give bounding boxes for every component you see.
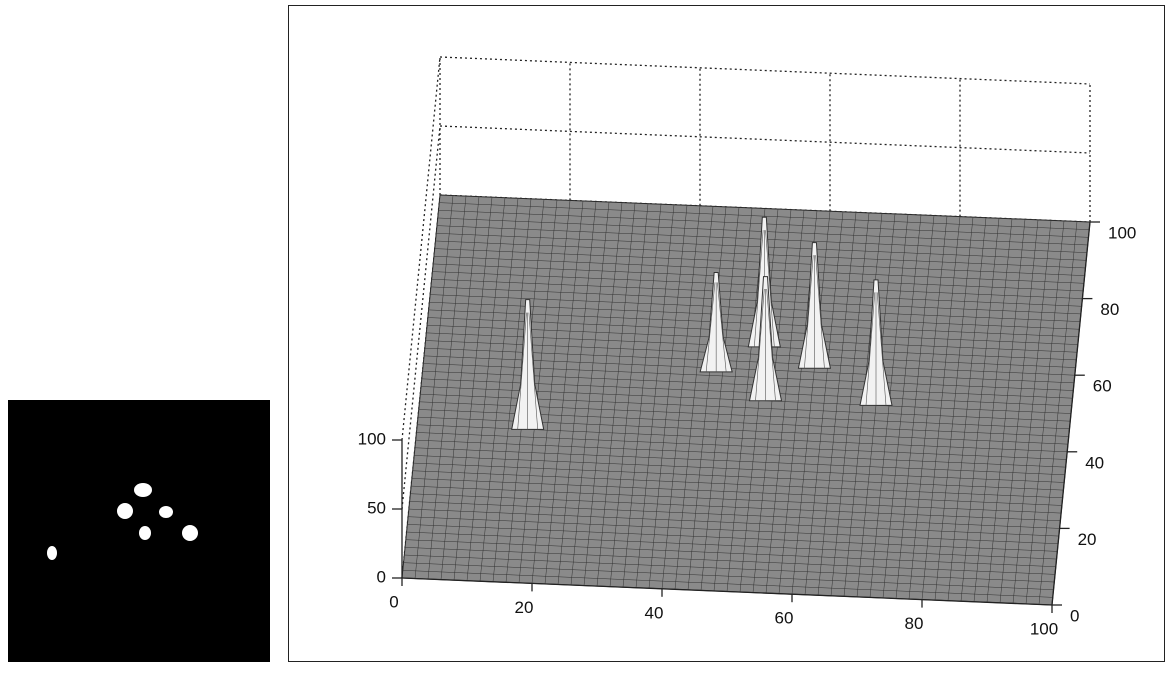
- y-tick-label: 0: [1070, 606, 1079, 625]
- mesh-line: [425, 340, 1076, 368]
- mesh-line: [999, 219, 1039, 603]
- mesh-line: [433, 263, 1084, 292]
- mesh-line: [882, 214, 922, 599]
- mesh-line: [431, 279, 1082, 307]
- mesh-line: [869, 214, 909, 598]
- mesh-line: [973, 218, 1013, 602]
- side-grid-line: [401, 125, 441, 510]
- blob: [134, 483, 152, 497]
- mesh-line: [430, 294, 1081, 322]
- blob: [47, 546, 57, 560]
- peak-contour: [815, 255, 825, 369]
- peak-contour: [717, 282, 727, 372]
- back-grid-line: [439, 125, 1091, 154]
- y-tick-label: 60: [1093, 377, 1112, 396]
- x-tick-label: 40: [645, 603, 664, 622]
- z-tick-label: 100: [358, 429, 386, 448]
- mesh-line: [439, 202, 1090, 230]
- mesh-line: [804, 211, 844, 595]
- mesh-line: [947, 217, 987, 601]
- peak-contour: [765, 230, 775, 347]
- x-axis: [401, 577, 1053, 606]
- mesh-line: [430, 286, 1081, 315]
- peak-contour: [755, 289, 765, 401]
- back-grid-line: [439, 56, 1091, 85]
- x-tick-label: 80: [905, 614, 924, 633]
- y-tick-label: 40: [1085, 453, 1104, 472]
- blob: [117, 503, 133, 519]
- x-tick-label: 100: [1030, 619, 1058, 638]
- surface-plot: 0 20 40 60 80 100 0 20 40 60 80 100 0 50 100: [358, 56, 1136, 638]
- z-tick-label: 0: [377, 567, 386, 586]
- mesh-line: [765, 210, 805, 594]
- y-axis: [1051, 221, 1091, 606]
- mesh-line: [791, 211, 831, 595]
- mesh-line: [934, 217, 974, 601]
- mesh-line: [439, 194, 1091, 223]
- peak-contour: [517, 312, 527, 430]
- mesh-line: [432, 271, 1083, 299]
- mesh-line: [895, 215, 935, 599]
- mesh-line: [1038, 221, 1078, 605]
- binary-image: [8, 400, 270, 662]
- y-tick-label: 20: [1078, 530, 1097, 549]
- mesh-line: [986, 219, 1026, 603]
- y-tick-label: 100: [1108, 223, 1136, 242]
- peak-contour: [766, 289, 776, 401]
- peak-contour: [804, 255, 814, 369]
- side-grid-line: [401, 56, 441, 441]
- peak-contour: [876, 292, 887, 406]
- blob: [182, 525, 198, 541]
- x-tick-label: 60: [775, 609, 794, 628]
- mesh-line: [1012, 220, 1052, 604]
- blob: [139, 526, 151, 540]
- y-tick-label: 80: [1100, 300, 1119, 319]
- peak-contour: [705, 282, 716, 372]
- x-tick-label: 0: [389, 592, 398, 611]
- mesh-line: [960, 218, 1000, 602]
- mesh-line: [921, 216, 961, 600]
- mesh-line: [908, 216, 948, 600]
- mesh-line: [1025, 220, 1065, 604]
- peak-contour: [754, 230, 764, 347]
- blob: [159, 506, 173, 518]
- z-tick-label: 50: [367, 498, 386, 517]
- x-tick-label: 20: [515, 598, 534, 617]
- mesh-line: [817, 212, 857, 596]
- mesh-line: [830, 212, 870, 596]
- peak-contour: [865, 292, 876, 406]
- peak-contour: [528, 312, 538, 430]
- image-blobs: [47, 483, 198, 560]
